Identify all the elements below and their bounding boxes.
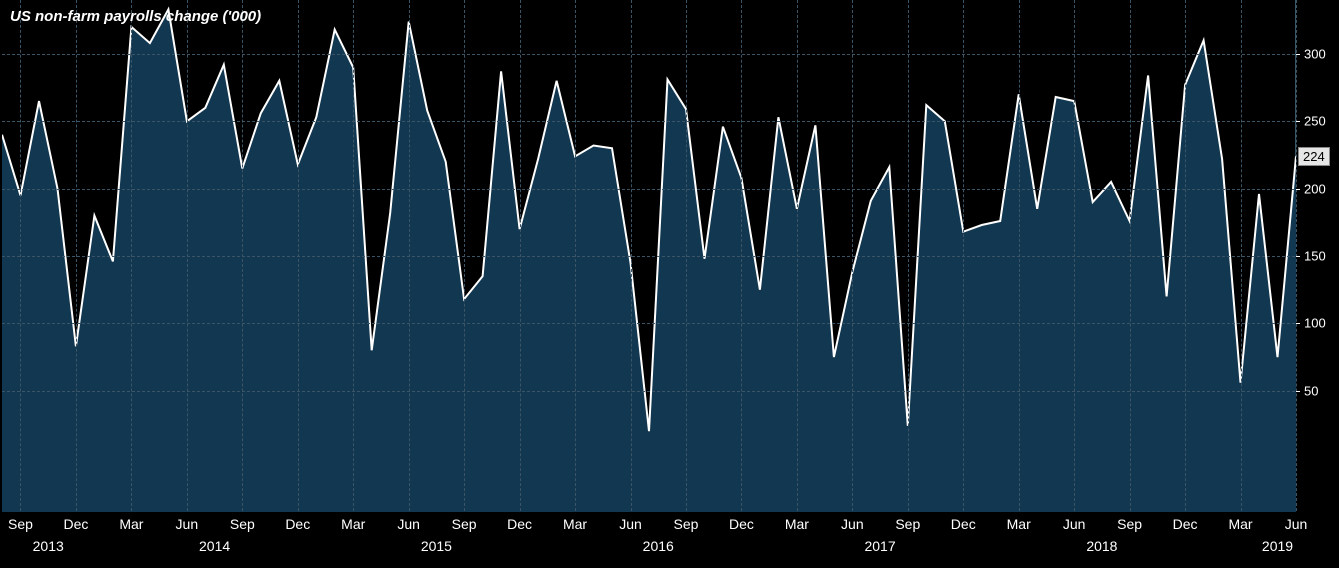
- x-axis-month-label: Mar: [341, 516, 365, 532]
- x-axis-year-label: 2019: [1262, 538, 1293, 554]
- grid-line-vertical: [298, 0, 299, 511]
- x-axis-month-label: Jun: [841, 516, 864, 532]
- grid-line-vertical: [464, 0, 465, 511]
- x-axis-month-label: Mar: [563, 516, 587, 532]
- grid-line-horizontal: [2, 256, 1295, 257]
- x-axis-month-label: Sep: [452, 516, 477, 532]
- x-axis-month-label: Jun: [619, 516, 642, 532]
- chart-title: US non-farm payrolls change ('000): [10, 8, 261, 25]
- grid-line-vertical: [686, 0, 687, 511]
- grid-line-horizontal: [2, 189, 1295, 190]
- grid-line-vertical: [1074, 0, 1075, 511]
- x-axis-month-label: Jun: [176, 516, 199, 532]
- x-axis-month-label: Sep: [895, 516, 920, 532]
- x-axis-month-label: Dec: [1173, 516, 1198, 532]
- y-axis-tick: [1296, 391, 1300, 392]
- grid-line-vertical: [353, 0, 354, 511]
- x-axis-month-label: Dec: [951, 516, 976, 532]
- x-axis-year-label: 2013: [33, 538, 64, 554]
- x-axis-year-label: 2014: [199, 538, 230, 554]
- x-axis-month-label: Sep: [674, 516, 699, 532]
- y-axis-label: 200: [1304, 181, 1326, 196]
- grid-line-vertical: [631, 0, 632, 511]
- x-axis-month-label: Dec: [63, 516, 88, 532]
- x-axis-month-label: Sep: [8, 516, 33, 532]
- x-axis-month-label: Mar: [785, 516, 809, 532]
- grid-line-vertical: [908, 0, 909, 511]
- x-axis-month-label: Mar: [1007, 516, 1031, 532]
- x-axis-year-label: 2018: [1086, 538, 1117, 554]
- x-axis-month-label: Sep: [230, 516, 255, 532]
- x-axis-month-label: Mar: [119, 516, 143, 532]
- chart-container: US non-farm payrolls change ('000) 50 100…: [0, 0, 1339, 568]
- grid-line-horizontal: [2, 121, 1295, 122]
- grid-line-vertical: [187, 0, 188, 511]
- x-axis-month-label: Dec: [729, 516, 754, 532]
- grid-line-vertical: [20, 0, 21, 511]
- grid-line-vertical: [76, 0, 77, 511]
- grid-line-vertical: [797, 0, 798, 511]
- y-axis-label: 50: [1304, 383, 1318, 398]
- y-axis-tick: [1296, 323, 1300, 324]
- y-axis-label: 100: [1304, 316, 1326, 331]
- grid-line-vertical: [852, 0, 853, 511]
- x-axis-month-label: Jun: [1285, 516, 1308, 532]
- grid-line-vertical: [520, 0, 521, 511]
- y-axis-tick: [1296, 189, 1300, 190]
- x-axis: Sep Dec Mar Jun Sep Dec Mar Jun Sep Dec Mar Jun Sep D…: [2, 514, 1296, 568]
- grid-line-vertical: [963, 0, 964, 511]
- x-axis-year-label: 2015: [421, 538, 452, 554]
- grid-line-vertical: [575, 0, 576, 511]
- grid-line-horizontal: [2, 391, 1295, 392]
- y-axis-tick: [1296, 256, 1300, 257]
- plot-area: [2, 0, 1296, 512]
- y-axis-tick: [1296, 121, 1300, 122]
- y-axis: 50 100 150 200 250 300: [1300, 0, 1339, 512]
- series-area: [2, 9, 1296, 512]
- grid-line-vertical: [741, 0, 742, 511]
- x-axis-month-label: Mar: [1228, 516, 1252, 532]
- x-axis-month-label: Jun: [1063, 516, 1086, 532]
- grid-line-vertical: [1241, 0, 1242, 511]
- y-axis-tick: [1296, 54, 1300, 55]
- y-axis-label: 150: [1304, 249, 1326, 264]
- grid-line-vertical: [1130, 0, 1131, 511]
- y-axis-label: 300: [1304, 46, 1326, 61]
- grid-line-vertical: [1185, 0, 1186, 511]
- x-axis-month-label: Dec: [507, 516, 532, 532]
- last-value-badge: 224: [1298, 147, 1330, 166]
- grid-line-vertical: [242, 0, 243, 511]
- y-axis-label: 250: [1304, 114, 1326, 129]
- x-axis-month-label: Jun: [397, 516, 420, 532]
- grid-line-vertical: [131, 0, 132, 511]
- x-axis-month-label: Sep: [1117, 516, 1142, 532]
- grid-line-vertical: [409, 0, 410, 511]
- grid-line-horizontal: [2, 54, 1295, 55]
- grid-line-horizontal: [2, 323, 1295, 324]
- x-axis-year-label: 2017: [864, 538, 895, 554]
- x-axis-month-label: Dec: [285, 516, 310, 532]
- grid-line-vertical: [1019, 0, 1020, 511]
- x-axis-year-label: 2016: [643, 538, 674, 554]
